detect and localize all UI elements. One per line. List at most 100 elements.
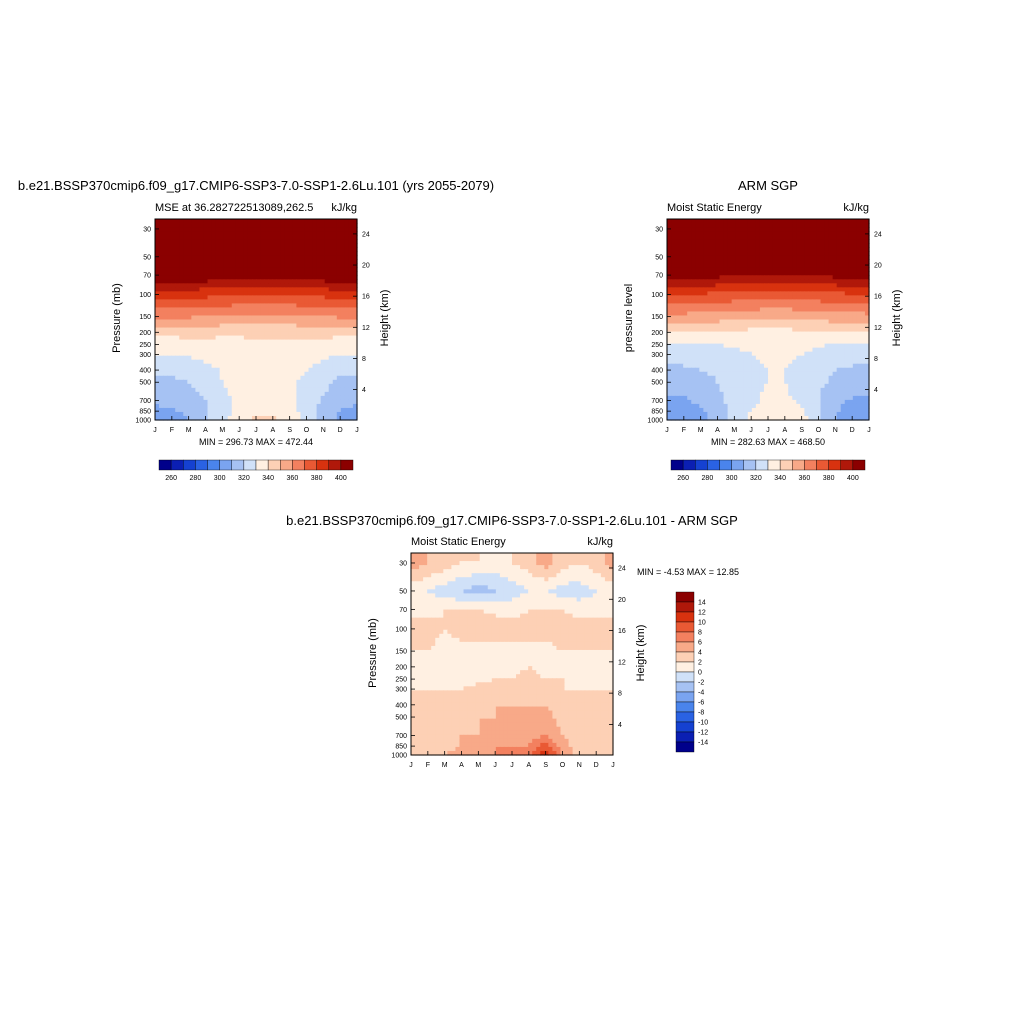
contour-cell	[256, 259, 261, 264]
contour-cell	[243, 255, 249, 260]
contour-cell	[800, 279, 805, 284]
month-tick-label: J	[153, 427, 157, 434]
contour-cell	[739, 251, 745, 256]
contour-cell	[332, 235, 338, 240]
contour-cell	[304, 323, 310, 329]
contour-cell	[808, 303, 814, 309]
contour-cell	[671, 371, 676, 377]
contour-cell	[755, 331, 761, 337]
contour-cell	[751, 351, 757, 357]
contour-cell	[312, 287, 318, 292]
contour-cell	[800, 331, 805, 337]
contour-cell	[707, 359, 713, 365]
contour-cell	[260, 387, 265, 393]
contour-cell	[816, 307, 822, 313]
contour-cell	[276, 315, 281, 321]
contour-cell	[167, 263, 172, 268]
contour-cell	[727, 391, 733, 397]
contour-cell	[699, 347, 704, 353]
month-tick-label: A	[203, 427, 208, 434]
contour-cell	[223, 391, 229, 397]
contour-cell	[743, 331, 749, 337]
month-tick-label: N	[321, 427, 326, 434]
contour-cell	[816, 383, 822, 389]
contour-cell	[812, 371, 818, 377]
contour-cell	[743, 355, 749, 361]
contour-cell	[155, 319, 160, 325]
contour-cell	[679, 255, 684, 260]
contour-cell	[735, 283, 741, 288]
contour-cell	[256, 327, 261, 333]
contour-cell	[763, 343, 769, 349]
contour-cell	[163, 299, 168, 305]
contour-cell	[215, 411, 221, 417]
contour-cell	[324, 315, 330, 321]
contour-cell	[812, 291, 818, 296]
contour-cell	[763, 355, 769, 361]
contour-cell	[187, 251, 192, 256]
contour-cell	[848, 387, 854, 393]
contour-cell	[215, 391, 221, 397]
contour-cell	[175, 327, 180, 333]
contour-cell	[800, 387, 805, 393]
contour-cell	[243, 327, 249, 333]
contour-cell	[824, 387, 830, 393]
contour-cell	[219, 275, 225, 280]
contour-cell	[348, 359, 354, 365]
contour-cell	[780, 247, 785, 252]
contour-cell	[320, 387, 326, 393]
contour-cell	[239, 359, 245, 365]
contour-cell	[247, 335, 253, 341]
contour-cell	[280, 375, 285, 381]
contour-cell	[715, 387, 721, 393]
contour-cell	[215, 231, 221, 236]
contour-cell	[312, 335, 318, 341]
colorbar-box	[280, 459, 293, 471]
contour-cell	[687, 319, 692, 325]
contour-cell	[199, 279, 205, 284]
contour-cell	[256, 279, 261, 284]
contour-cell	[235, 307, 241, 313]
contour-cell	[272, 239, 277, 244]
contour-cell	[699, 307, 704, 313]
pressure-tick-label: 200	[139, 330, 151, 337]
contour-cell	[304, 391, 310, 397]
contour-cell	[348, 315, 354, 321]
contour-cell	[695, 243, 700, 248]
contour-cell	[751, 247, 757, 252]
contour-cell	[276, 263, 281, 268]
contour-cell	[776, 347, 781, 353]
contour-cell	[332, 343, 338, 349]
contour-cell	[187, 339, 192, 345]
contour-cell	[804, 379, 809, 385]
contour-cell	[780, 395, 785, 401]
contour-cell	[747, 227, 753, 232]
contour-cell	[324, 415, 330, 421]
contour-cell	[675, 291, 680, 296]
contour-cell	[776, 307, 781, 313]
contour-cell	[195, 359, 201, 365]
contour-cell	[671, 319, 676, 325]
contour-cell	[856, 371, 862, 377]
contour-cell	[731, 339, 737, 345]
contour-cell	[260, 307, 265, 313]
contour-cell	[800, 343, 805, 349]
contour-cell	[292, 279, 297, 284]
contour-cell	[828, 387, 834, 393]
contour-cell	[211, 223, 217, 228]
contour-cell	[824, 251, 830, 256]
contour-cell	[167, 259, 172, 264]
contour-cell	[675, 367, 680, 373]
contour-cell	[163, 351, 168, 357]
contour-cell	[219, 259, 225, 264]
contour-cell	[227, 311, 233, 317]
contour-cell	[836, 243, 842, 248]
contour-cell	[675, 239, 680, 244]
contour-cell	[179, 311, 184, 317]
contour-cell	[784, 227, 789, 232]
contour-cell	[199, 319, 205, 325]
contour-cell	[207, 267, 213, 272]
contour-cell	[820, 403, 826, 409]
contour-cell	[256, 411, 261, 417]
contour-cell	[247, 347, 253, 353]
